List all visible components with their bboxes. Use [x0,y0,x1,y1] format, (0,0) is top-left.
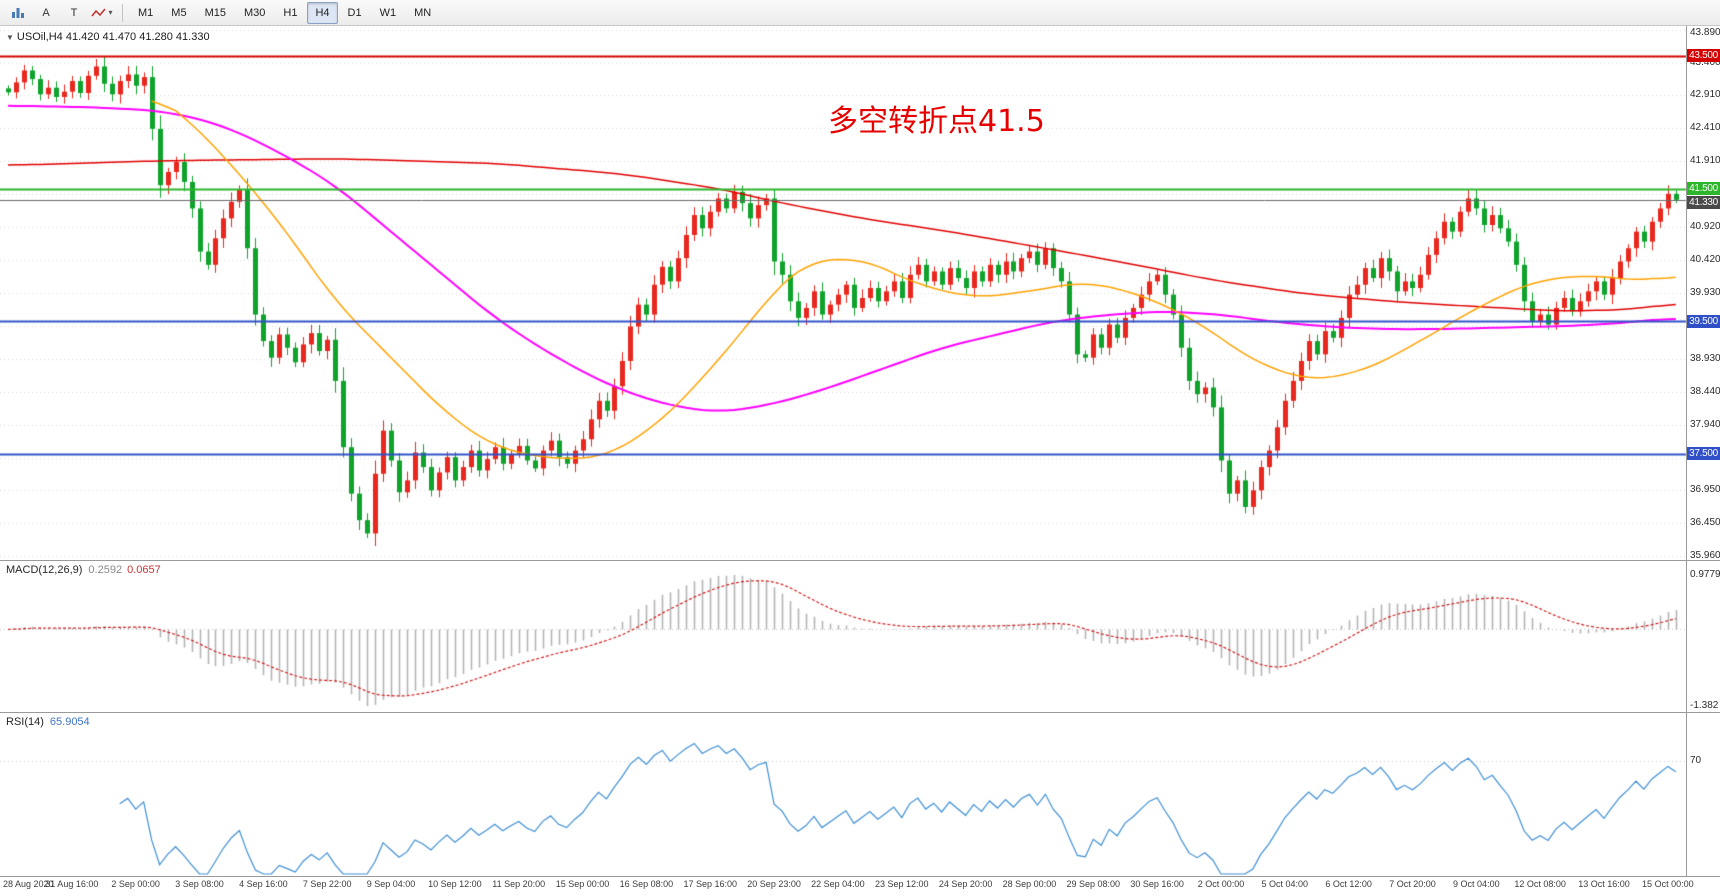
time-axis-label: 30 Sep 16:00 [1130,879,1184,889]
timeframe-button-w1[interactable]: W1 [379,6,397,19]
time-axis-label: 16 Sep 08:00 [619,879,674,889]
objects-dropdown-button[interactable]: ▾ [89,2,115,24]
price-axis-label: 35.960 [1690,550,1720,561]
price-level-badge: 39.500 [1687,314,1720,328]
macd-scale-min: -1.382 [1690,700,1719,711]
rsi-title: RSI(14) [6,716,44,728]
macd-main-value: 0.2592 [88,564,123,576]
time-axis-label: 10 Sep 12:00 [428,879,482,889]
timeframe-button-group: M1 M5 M15 M30 H1 H4 D1 W1 MN [129,1,440,24]
ohlc-info-line[interactable]: ▼ USOil,H4 41.420 41.470 41.280 41.330 [6,31,210,43]
rsi-level-label: 70 [1690,755,1702,766]
time-axis-label: 15 Sep 00:00 [555,879,610,889]
price-axis-label: 41.910 [1690,155,1720,167]
timeframe-button-h1[interactable]: H1 [283,6,298,19]
price-axis-label: 40.420 [1690,254,1720,266]
cursor-tool-button[interactable]: A [42,6,50,19]
price-axis-label: 42.910 [1690,89,1720,100]
price-axis-label: 43.890 [1690,27,1720,38]
time-axis-label: 12 Oct 08:00 [1514,879,1566,889]
time-axis-label: 7 Sep 22:00 [302,879,352,889]
price-axis-label: 36.450 [1690,517,1720,529]
symbol-timeframe-label: USOil,H4 [16,31,63,43]
collapse-triangle-icon[interactable]: ▼ [6,33,14,42]
panel-separator[interactable] [0,560,1720,561]
timeframe-button-h4[interactable]: H4 [307,1,338,24]
time-axis-label: 6 Oct 12:00 [1325,879,1372,889]
chart-bars-icon[interactable] [5,2,31,24]
time-axis-label: 4 Sep 16:00 [239,879,288,889]
price-scale-border [1686,26,1687,876]
time-axis-label: 2 Oct 00:00 [1197,879,1245,889]
price-level-badge: 37.500 [1687,447,1720,461]
price-level-badge: 41.500 [1687,182,1720,196]
time-axis-label: 5 Oct 04:00 [1261,879,1309,889]
price-axis-label: 40.920 [1690,221,1720,232]
time-axis-label: 20 Sep 23:00 [747,879,801,889]
time-axis-label: 9 Sep 04:00 [366,879,416,889]
toolbar-separator [122,3,123,22]
time-axis-label: 28 Aug 2020 [3,879,54,889]
chart-annotation-text: 多空转折点41.5 [828,104,1045,139]
rsi-value: 65.9054 [49,716,90,728]
price-axis-label: 36.950 [1690,484,1720,496]
timeframe-button-m15[interactable]: M15 [204,6,226,19]
main-toolbar: A T ▾ M1 M5 M15 M30 H1 H4 D1 W1 MN [0,0,1720,26]
time-axis-label: 7 Oct 20:00 [1389,879,1436,889]
rsi-indicator-label: RSI(14) 65.9054 [6,716,90,728]
time-axis-label: 11 Sep 20:00 [492,879,546,889]
time-axis-label: 23 Sep 12:00 [874,879,929,889]
timeframe-button-d1[interactable]: D1 [347,6,362,19]
panel-separator [0,876,1720,877]
time-axis-label: 28 Sep 00:00 [1002,879,1057,889]
bid-price-badge: 41.330 [1687,196,1720,210]
time-axis-label: 29 Sep 08:00 [1066,879,1121,889]
panel-separator[interactable] [0,712,1720,713]
text-tool-button[interactable]: T [70,6,78,19]
time-axis-label: 9 Oct 04:00 [1453,879,1500,889]
price-axis-label: 37.940 [1690,418,1720,430]
price-axis-label: 38.440 [1690,385,1720,397]
price-axis-label: 42.410 [1690,122,1720,134]
macd-scale-max: 0.9779 [1690,569,1720,580]
time-axis-label: 22 Sep 04:00 [811,879,865,889]
time-axis-label: 31 Aug 16:00 [45,879,99,889]
time-axis-label: 3 Sep 08:00 [175,879,224,889]
timeframe-button-m5[interactable]: M5 [171,6,187,19]
time-axis-label: 24 Sep 20:00 [938,879,993,889]
timeframe-button-mn[interactable]: MN [414,6,432,19]
price-axis-label: 38.930 [1690,352,1720,364]
timeframe-button-m30[interactable]: M30 [243,6,266,19]
price-axis-label: 39.930 [1690,286,1720,298]
price-level-badge: 43.500 [1687,49,1720,63]
time-axis-label: 17 Sep 16:00 [683,879,738,889]
macd-indicator-label: MACD(12,26,9) 0.2592 0.0657 [6,564,161,576]
time-axis-label: 2 Sep 00:00 [111,879,160,889]
timeframe-button-m1[interactable]: M1 [138,6,154,19]
ohlc-values: 41.420 41.470 41.280 41.330 [65,31,210,43]
macd-title: MACD(12,26,9) [6,564,83,576]
toolbar-icon-group: A T ▾ [4,2,116,24]
macd-signal-value: 0.0657 [127,564,161,576]
time-axis-label: 13 Oct 16:00 [1578,879,1630,889]
time-axis-label: 15 Oct 00:00 [1642,879,1694,889]
